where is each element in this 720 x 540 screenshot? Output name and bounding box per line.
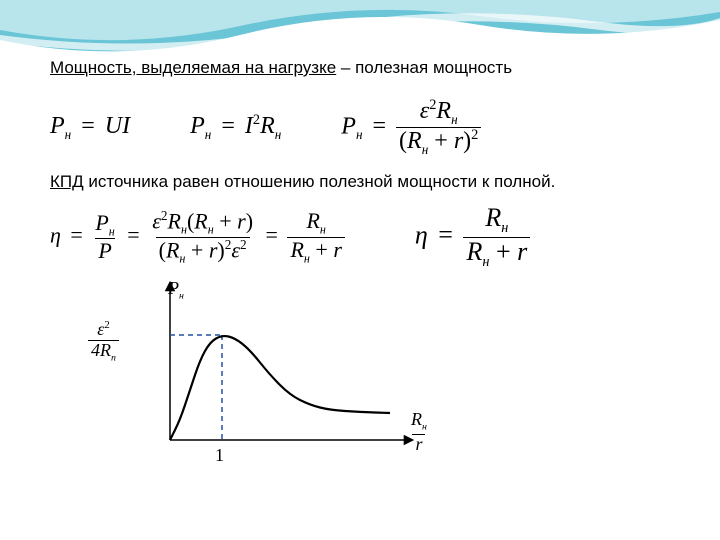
heading-kpd-underlined: КПД (50, 172, 84, 191)
formula-row-1: Pн = UI Pн = I2Rн Pн = ε2Rн (Rн + r)2 (50, 98, 670, 158)
heading-power-underlined: Мощность, выделяемая на нагрузке (50, 58, 336, 77)
heading-power-rest: – полезная мощность (336, 58, 512, 77)
y-max-label: ε2 4Rn (88, 320, 119, 364)
formula-p-ui: Pн = UI (50, 113, 130, 143)
heading-kpd-rest: источника равен отношению полезной мощно… (84, 172, 556, 191)
formula-row-2: η = Pн P = ε2Rн(Rн + r) (Rн + r)2ε2 = Rн… (50, 204, 670, 271)
heading-power: Мощность, выделяемая на нагрузке – полез… (50, 58, 670, 78)
formula-eta-box: η = Rн Rн + r (415, 204, 530, 271)
x-axis-label: Rн r (408, 410, 430, 454)
formula-p-i2r: Pн = I2Rн (190, 112, 281, 143)
power-chart: Pн ε2 4Rn 1 Rн r (80, 280, 430, 480)
x-tick-1: 1 (215, 445, 224, 466)
heading-kpd: КПД источника равен отношению полезной м… (50, 172, 670, 192)
chart-svg (150, 280, 430, 460)
formula-p-eps: Pн = ε2Rн (Rн + r)2 (341, 98, 481, 158)
formula-eta-chain: η = Pн P = ε2Rн(Rн + r) (Rн + r)2ε2 = Rн… (50, 209, 345, 266)
y-axis-label: Pн (168, 278, 184, 302)
